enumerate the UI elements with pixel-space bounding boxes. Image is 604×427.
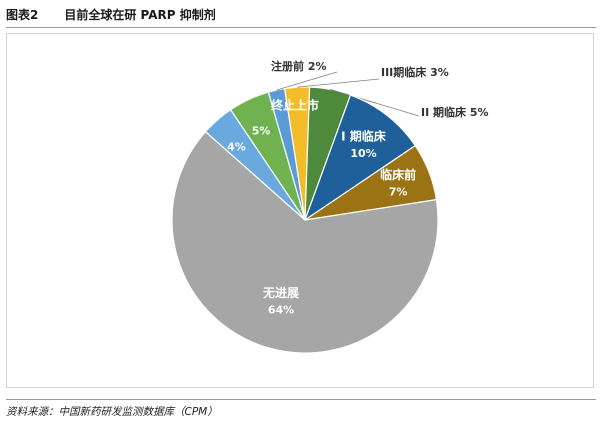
leader-line-zhuce: [276, 71, 338, 91]
bottom-rule: [6, 399, 596, 400]
pie-slice-nopro: [171, 130, 439, 354]
slice-label-preclin: 临床前: [380, 167, 416, 182]
slice-value-nopro: 64%: [268, 304, 294, 317]
slice-label-p2: II 期临床 5%: [421, 105, 489, 119]
slice-value-marketed: 5%: [252, 125, 271, 138]
slice-value-p1: 10%: [350, 147, 376, 160]
pie-slice-marketed: [229, 91, 306, 221]
source-note: 资料来源：中国新药研发监测数据库（CPM）: [6, 406, 218, 418]
top-rule: [6, 27, 596, 28]
leader-line-p3: [297, 78, 380, 88]
slice-label-stopped-marketed: 终止上市: [271, 98, 319, 113]
chart-frame: 注册前 2% III期临床 3% II 期临床 5% I 期临床 10% 临床前 7% 无进展…: [6, 33, 594, 388]
pie-slice-p1: [303, 94, 417, 222]
slice-label-zhuce: 注册前 2%: [271, 59, 327, 73]
slice-label-nopro: 无进展: [262, 285, 299, 300]
leader-line-p2: [330, 89, 420, 117]
slice-label-p3: III期临床 3%: [381, 65, 449, 79]
pie-chart: 注册前 2% III期临床 3% II 期临床 5% I 期临床 10% 临床前 7% 无进展…: [171, 59, 489, 354]
figure-number: 图表2: [6, 7, 39, 22]
slice-value-stopped: 4%: [227, 141, 246, 154]
slice-value-preclin: 7%: [389, 186, 408, 199]
slice-label-p1: I 期临床: [341, 129, 387, 144]
figure-title: 目前全球在研 PARP 抑制剂: [64, 7, 216, 22]
figure-header: 图表2 目前全球在研 PARP 抑制剂: [6, 4, 596, 24]
